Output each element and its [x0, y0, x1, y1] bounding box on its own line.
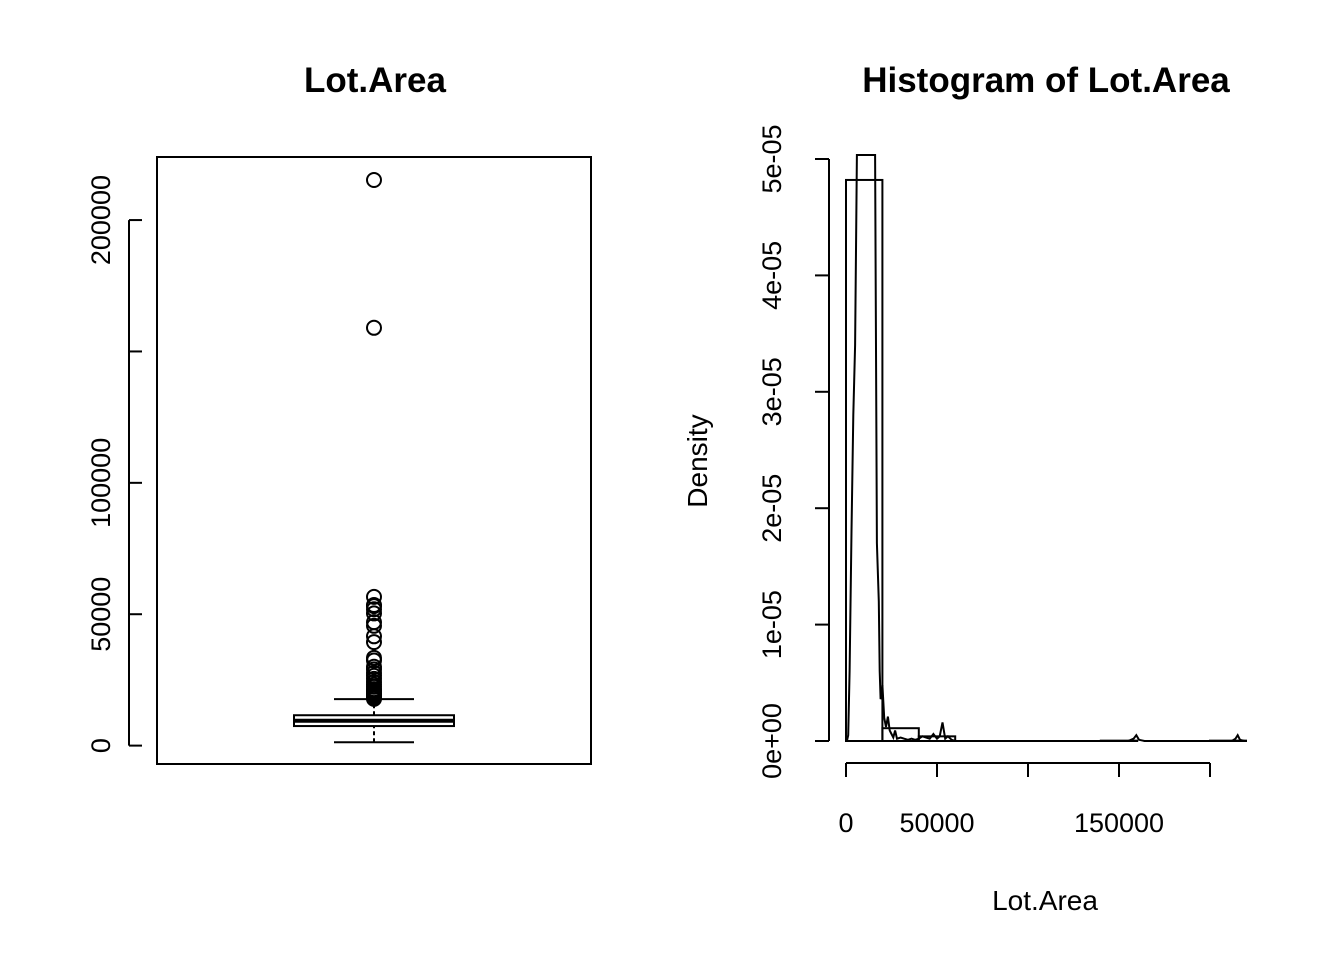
- histogram-y-tick-label: 3e-05: [757, 357, 787, 426]
- histogram-y-tick-label: 0e+00: [757, 703, 787, 779]
- histogram-x-tick-label: 0: [838, 808, 853, 838]
- histogram-y-tick-label: 4e-05: [757, 241, 787, 310]
- boxplot-y-tick-label: 0: [86, 738, 116, 753]
- histogram-panel: Histogram of Lot.Area Density Lot.Area 0…: [682, 61, 1247, 916]
- histogram-bar: [881, 727, 920, 742]
- boxplot-y-tick-label: 50000: [86, 577, 116, 652]
- histogram-x-tick-label: 150000: [1074, 808, 1164, 838]
- histogram-x-tick-label: 50000: [899, 808, 974, 838]
- histogram-y-axis-label: Density: [682, 414, 713, 507]
- boxplot-outlier: [366, 617, 382, 634]
- histogram-y-axis: 0e+00 1e-05 2e-05 3e-05 4e-05 5e-05: [757, 124, 830, 779]
- histogram-y-tick-label: 2e-05: [757, 474, 787, 543]
- density-curve: [845, 154, 1245, 742]
- boxplot-outlier: [366, 628, 382, 645]
- boxplot-plot-frame: [156, 156, 592, 765]
- boxplot-y-tick-label: 200000: [86, 175, 116, 265]
- histogram-y-tick-label: 1e-05: [757, 590, 787, 659]
- boxplot-outlier: [366, 605, 382, 622]
- histogram-title: Histogram of Lot.Area: [862, 61, 1230, 100]
- boxplot-outlier: [366, 588, 382, 605]
- boxplot-outlier: [366, 634, 382, 651]
- boxplot-panel: Lot.Area 0 50000 100000 200000: [86, 61, 592, 765]
- histogram-y-tick-label: 5e-05: [757, 124, 787, 193]
- histogram-x-axis: 0 50000 150000: [838, 762, 1211, 838]
- histogram-x-axis-label: Lot.Area: [992, 885, 1098, 916]
- boxplot-marks: [293, 172, 455, 744]
- boxplot-y-axis: 0 50000 100000 200000: [86, 175, 142, 753]
- boxplot-outlier: [366, 172, 382, 189]
- boxplot-y-tick-label: 100000: [86, 438, 116, 528]
- histogram-bars: [845, 178, 1247, 743]
- boxplot-outlier: [366, 319, 382, 336]
- histogram-bar: [845, 178, 884, 742]
- boxplot-outlier: [366, 690, 382, 707]
- boxplot-outlier: [366, 601, 382, 618]
- boxplot-outlier: [366, 652, 382, 669]
- boxplot-title: Lot.Area: [304, 61, 447, 100]
